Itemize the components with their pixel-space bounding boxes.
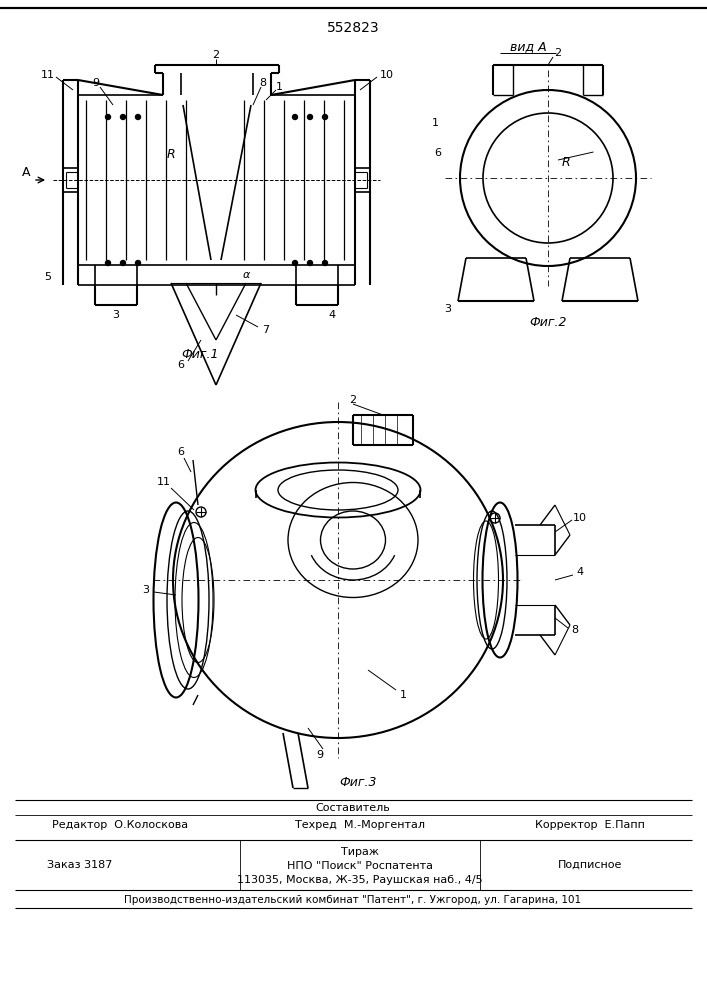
- Text: 7: 7: [262, 325, 269, 335]
- Circle shape: [322, 260, 327, 265]
- Text: 1: 1: [399, 690, 407, 700]
- Circle shape: [293, 114, 298, 119]
- Text: НПО "Поиск" Роспатента: НПО "Поиск" Роспатента: [287, 861, 433, 871]
- Text: 5: 5: [45, 272, 52, 282]
- Circle shape: [293, 260, 298, 265]
- Text: 4: 4: [329, 310, 336, 320]
- Text: 1: 1: [276, 82, 283, 92]
- Text: 552823: 552823: [327, 21, 380, 35]
- Text: Редактор  О.Колоскова: Редактор О.Колоскова: [52, 820, 188, 830]
- Text: Подписное: Подписное: [558, 860, 622, 870]
- Text: 10: 10: [573, 513, 587, 523]
- Text: 3: 3: [112, 310, 119, 320]
- Text: 3: 3: [445, 304, 452, 314]
- Text: Производственно-издательский комбинат "Патент", г. Ужгород, ул. Гагарина, 101: Производственно-издательский комбинат "П…: [124, 895, 582, 905]
- Circle shape: [136, 260, 141, 265]
- Text: 10: 10: [380, 70, 394, 80]
- Circle shape: [105, 114, 110, 119]
- Text: Тираж: Тираж: [341, 847, 379, 857]
- Text: вид А: вид А: [510, 40, 547, 53]
- Circle shape: [120, 260, 126, 265]
- Text: Корректор  Е.Папп: Корректор Е.Папп: [535, 820, 645, 830]
- Text: Заказ 3187: Заказ 3187: [47, 860, 112, 870]
- Text: Фиг.3: Фиг.3: [339, 776, 377, 790]
- Text: 8: 8: [571, 625, 578, 635]
- Circle shape: [490, 513, 500, 523]
- Text: Техред  М.-Моргентал: Техред М.-Моргентал: [295, 820, 425, 830]
- Text: 3: 3: [143, 585, 149, 595]
- Circle shape: [308, 114, 312, 119]
- Text: Фиг.1: Фиг.1: [181, 349, 218, 361]
- Text: 2: 2: [212, 50, 220, 60]
- Circle shape: [120, 114, 126, 119]
- Circle shape: [105, 260, 110, 265]
- Text: 11: 11: [41, 70, 55, 80]
- Text: α: α: [243, 270, 250, 280]
- Text: R: R: [167, 148, 175, 161]
- Circle shape: [322, 114, 327, 119]
- Text: 4: 4: [576, 567, 583, 577]
- Circle shape: [136, 114, 141, 119]
- Text: 6: 6: [177, 360, 185, 370]
- Text: 11: 11: [157, 477, 171, 487]
- Circle shape: [308, 260, 312, 265]
- Text: 8: 8: [259, 78, 267, 88]
- Text: Фиг.2: Фиг.2: [530, 316, 567, 330]
- Text: 9: 9: [317, 750, 324, 760]
- Text: 2: 2: [554, 48, 561, 58]
- Text: Составитель: Составитель: [315, 803, 390, 813]
- Text: R: R: [561, 156, 571, 169]
- Text: А: А: [22, 165, 30, 178]
- Text: 6: 6: [177, 447, 185, 457]
- Text: 9: 9: [93, 78, 100, 88]
- Text: 2: 2: [349, 395, 356, 405]
- Text: 1: 1: [431, 118, 438, 128]
- Circle shape: [196, 507, 206, 517]
- Text: 6: 6: [435, 148, 441, 158]
- Text: 113035, Москва, Ж-35, Раушская наб., 4/5: 113035, Москва, Ж-35, Раушская наб., 4/5: [237, 875, 483, 885]
